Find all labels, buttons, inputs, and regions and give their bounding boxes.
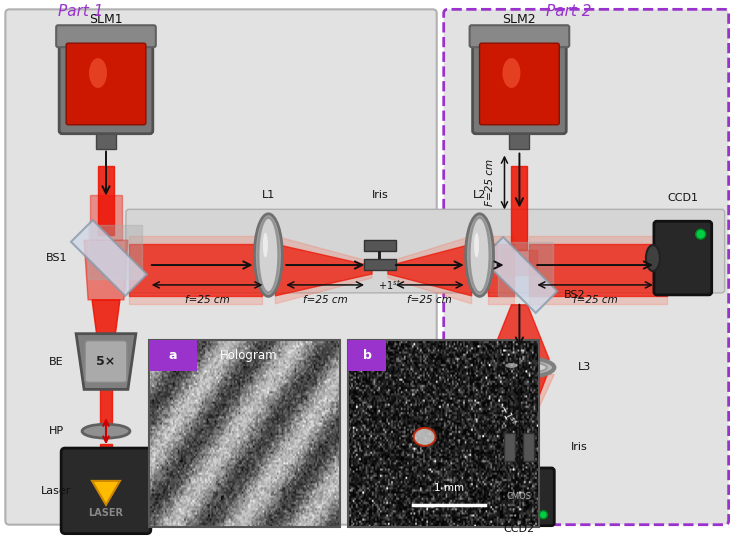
FancyBboxPatch shape [56,25,156,47]
Text: SLM2: SLM2 [503,13,537,26]
Ellipse shape [414,428,436,446]
Text: CCD1: CCD1 [667,193,698,204]
Polygon shape [84,240,128,300]
Text: L1: L1 [262,191,275,200]
Polygon shape [100,384,112,424]
Polygon shape [481,237,557,313]
Text: Hologram: Hologram [220,349,277,362]
Text: a: a [168,349,177,362]
Polygon shape [92,300,120,345]
Polygon shape [484,374,554,437]
Text: Part 1: Part 1 [58,4,104,19]
Ellipse shape [259,218,279,292]
Polygon shape [492,374,548,437]
FancyBboxPatch shape [479,43,559,125]
Text: Laser: Laser [41,486,71,496]
FancyBboxPatch shape [85,341,127,382]
Polygon shape [92,481,120,505]
Polygon shape [276,236,372,304]
Text: Iris: Iris [372,191,388,200]
Polygon shape [514,457,524,479]
Ellipse shape [501,451,538,467]
Bar [348,340,539,526]
Polygon shape [71,220,147,296]
Text: f=25 cm: f=25 cm [573,295,617,305]
Ellipse shape [503,58,520,88]
FancyBboxPatch shape [66,43,146,125]
FancyBboxPatch shape [126,210,725,293]
Text: Part 2: Part 2 [547,4,592,19]
Text: HP: HP [49,426,64,436]
Polygon shape [501,250,537,275]
FancyBboxPatch shape [61,448,151,534]
Bar [148,340,197,372]
Ellipse shape [82,424,130,438]
Circle shape [539,511,548,519]
Bar [523,433,534,461]
Bar [509,129,529,148]
Polygon shape [100,444,112,509]
Text: CMOS: CMOS [507,492,532,501]
Ellipse shape [646,245,660,271]
Polygon shape [529,244,667,296]
Ellipse shape [89,58,107,88]
Bar [379,251,381,259]
Polygon shape [276,244,372,296]
FancyBboxPatch shape [473,28,566,134]
Ellipse shape [484,357,554,377]
Text: L3: L3 [578,362,591,373]
Text: BE: BE [49,356,63,367]
Text: LASER: LASER [88,508,123,518]
Text: f=25 cm: f=25 cm [303,295,348,305]
Text: 5×: 5× [96,355,115,368]
Ellipse shape [263,233,268,258]
Ellipse shape [474,233,479,258]
Text: L2: L2 [473,191,487,200]
Text: f=25 cm: f=25 cm [407,295,452,305]
Polygon shape [129,236,262,304]
Polygon shape [98,166,114,235]
Text: SLM1: SLM1 [89,13,123,26]
Bar [96,129,116,148]
Ellipse shape [466,214,493,296]
Text: Iris: Iris [571,442,587,452]
Polygon shape [76,334,136,389]
Ellipse shape [492,361,547,374]
FancyBboxPatch shape [654,221,711,295]
Bar [364,259,396,270]
Text: CCD2: CCD2 [504,524,535,534]
Polygon shape [487,236,514,304]
Polygon shape [529,236,667,304]
Polygon shape [498,241,553,296]
Bar [504,433,515,461]
Polygon shape [90,195,122,240]
Text: F=25 cm: F=25 cm [484,159,495,206]
Polygon shape [129,244,262,296]
Text: f=25 cm: f=25 cm [185,295,230,305]
FancyBboxPatch shape [484,468,554,525]
Polygon shape [512,166,528,250]
Ellipse shape [470,218,490,292]
Bar [364,240,396,251]
Ellipse shape [506,363,517,368]
Text: BS2: BS2 [564,290,585,300]
Polygon shape [490,305,549,360]
Circle shape [696,229,706,239]
Text: +1$^{st}$: +1$^{st}$ [496,402,519,429]
Text: BS1: BS1 [46,253,67,263]
Polygon shape [87,225,143,280]
Text: b: b [362,349,371,362]
Text: +1$^{st}$: +1$^{st}$ [379,278,401,292]
Bar [348,340,386,372]
Text: 1 mm: 1 mm [434,483,464,493]
Polygon shape [487,244,514,296]
FancyBboxPatch shape [470,25,569,47]
Ellipse shape [254,214,282,296]
Bar [148,340,340,526]
Polygon shape [388,244,472,296]
Polygon shape [388,236,472,304]
FancyBboxPatch shape [444,9,728,525]
FancyBboxPatch shape [60,28,153,134]
FancyBboxPatch shape [5,9,437,525]
